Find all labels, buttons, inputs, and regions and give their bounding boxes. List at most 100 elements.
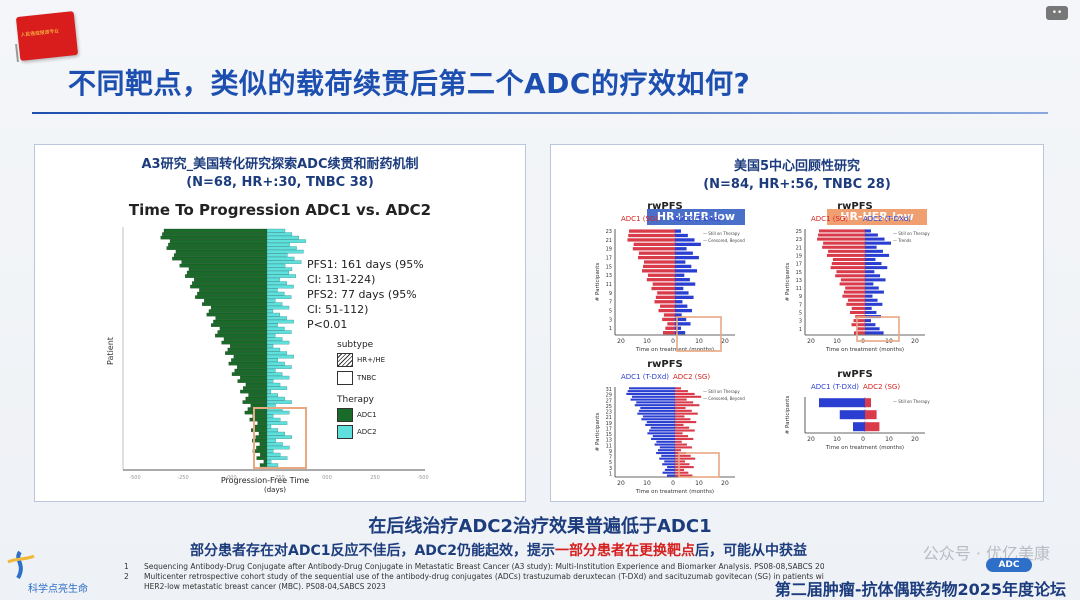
plot-y-label: # Participants [595,413,601,452]
adc2-bar [865,306,872,310]
x-tick-label: -000 [225,475,236,481]
adc2-bar [266,340,290,345]
adc1-bar [642,269,675,273]
adc2-bar [266,302,283,306]
adc2-bar [266,463,279,467]
adc1-bar [662,471,675,474]
right-study-panel: 美国5中心回顾性研究 (N=84, HR+:56, TNBC 28) HR+HE… [550,144,1044,502]
adc2-bar [865,286,879,290]
adc2-bar [675,404,700,407]
adc1-bar [172,256,268,261]
rwpfs-plot: rwPFS ADC1 (T-DXd) ADC2 (SG) — Still on The… [595,359,745,495]
adc2-bar [266,284,294,289]
adc1-bar [647,432,675,435]
plot-y-label: # Participants [595,263,601,302]
adc1-bar [263,459,268,464]
y-tick-label: 9 [799,294,802,300]
x-tick-label: 10 [643,480,651,487]
adc2-bar [675,471,689,474]
adc1-bar [632,247,675,251]
adc2-bar [865,245,877,249]
plot-legend-item: — Censored, Beyond [703,396,745,401]
adc2-bar [266,452,281,457]
x-tick-label: -500 [129,475,140,481]
highlight-box [253,407,307,469]
adc1-bar [836,270,865,274]
adc2-bar [266,424,272,429]
window-control-button[interactable]: •• [1046,6,1068,20]
adc2-bar [266,260,302,264]
adc1-bar [656,440,675,443]
adc2-bar [675,251,693,255]
adc1-bar [206,312,268,317]
adc1-bar [652,435,675,438]
y-tick-label: 23 [796,237,802,243]
adc2-bar [266,319,294,324]
adc2-bar [675,322,691,326]
stat-line: CI: 51-112) [307,303,369,316]
adc1-bar [629,229,675,233]
adc2-bar [675,395,702,398]
adc1-bar [659,457,675,460]
adc2-bar [675,390,688,393]
adc2-bar [865,422,880,432]
adc2-bar [675,406,686,410]
adc1-bar [643,264,675,269]
footer-logo: 科学点亮生命 [6,548,106,595]
adc1-bar [657,449,675,452]
adc1-bar [642,415,675,418]
forum-title: 第二届肿瘤-抗体偶联药物2025年度论坛 [774,580,1066,599]
adc2-bar [865,323,876,327]
adc2-bar [865,257,876,262]
plot-legend-item: — Trends [893,238,911,243]
adc2-bar [675,331,686,335]
highlight-box [678,452,720,478]
adc2-bar [865,410,877,420]
adc1-bar [248,393,268,397]
y-tick-label: 1 [609,471,612,477]
y-tick-label: 13 [796,278,802,284]
adc1-bar [227,347,268,352]
adc1-bar [649,429,675,432]
adc1-bar [657,291,675,295]
adc1-bar [245,382,268,387]
x-tick-label: -250 [273,475,284,481]
adc2-bar [865,294,873,298]
right-heading-2: (N=84, HR+:56, TNBC 28) [703,177,891,192]
adc2-label: ADC2 (SG) [863,383,900,391]
adc2-bar [865,278,886,282]
adc2-bar [266,445,290,450]
y-tick-label: 21 [606,415,612,421]
adc2-bar [865,319,871,323]
x-tick-label: 10 [695,338,703,345]
adc2-bar [266,442,283,446]
adc2-bar [266,393,278,397]
adc1-bar [847,298,865,302]
adc1-bar [846,302,865,306]
subtype-legend-title: subtype [337,340,374,350]
adc1-bar [662,463,675,466]
adc1-bar [192,281,268,285]
y-tick-label: 11 [606,282,612,288]
adc1-bar [242,400,268,404]
adc1-bar [627,238,675,242]
highlight-box [856,316,900,342]
adc2-bar [675,454,691,457]
adc1-bar [244,410,268,415]
stat-line: P<0.01 [307,318,348,331]
adc2-bar [266,246,297,250]
adc1-bar [853,319,865,323]
x-tick-label: 20 [911,338,919,345]
adc1-bar [819,398,865,408]
y-tick-label: 17 [606,426,612,432]
adc2-label: ADC2 (T-DXd) [863,215,911,223]
adc2-bar [865,331,884,335]
adc2-swatch [337,425,353,439]
adc2-bar [675,295,694,300]
adc2-bar [266,400,292,404]
x-axis-label-1: Progression-Free Time [221,476,309,485]
adc2-bar [675,421,697,424]
reference-item: 1 Sequencing Antibody-Drug Conjugate afte… [124,562,824,572]
plot-legend-item: — Still on Therapy [703,231,740,236]
adc1-bar [655,295,675,300]
